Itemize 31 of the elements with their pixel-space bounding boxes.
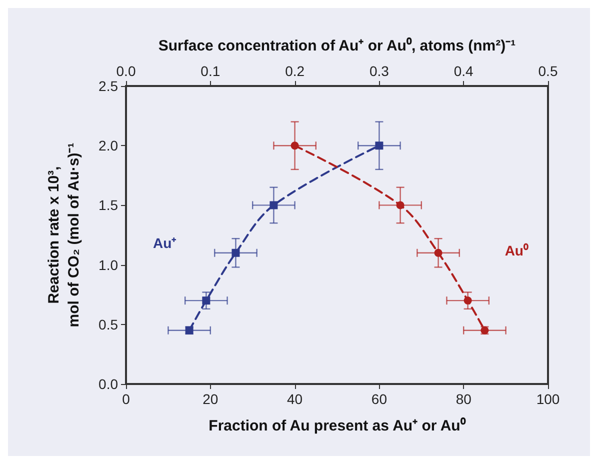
x2-tick-label: 0.0 [116,63,136,79]
y-tick-label: 2.0 [98,138,118,154]
point [290,142,299,150]
x2-tick-label: 0.1 [200,63,220,79]
point [202,296,210,305]
point [232,248,240,257]
y-tick-label: 1.5 [98,197,118,214]
x2-tick-label: 0.3 [369,63,390,79]
point [396,201,404,210]
y-axis-title: Reaction rate x 10³, mol of CO₂ (mol of Au·s)⁻¹ [46,142,82,328]
text: Au⁰ [504,242,528,259]
y-tick-label: 2.5 [98,78,118,94]
point [434,248,442,257]
point [270,201,278,210]
x2-tick-label: 0.2 [285,63,305,79]
text: Au⁺ [153,234,177,251]
x-tick-label: 60 [371,391,388,407]
point [375,142,384,150]
x-tick-label: 0 [122,391,130,407]
point [464,296,472,305]
x2-tick-label: 0.5 [538,63,558,79]
y-tick-label: 0.5 [98,316,118,332]
x-axis-title: Fraction of Au present as Au⁺ or Au⁰ [208,416,466,434]
x-tick-label: 20 [202,391,218,407]
x-tick-label: 100 [536,391,560,407]
x2-axis-title: Surface concentration of Au⁺ or Au⁰, atoms (nm²)⁻¹ [158,36,516,54]
x-tick-label: 40 [287,391,303,407]
y-tick-label: 1.0 [98,256,118,273]
x2-tick-label: 0.4 [454,63,474,79]
y-tick-label: 0.0 [98,376,118,392]
x-tick-label: 80 [456,391,472,407]
